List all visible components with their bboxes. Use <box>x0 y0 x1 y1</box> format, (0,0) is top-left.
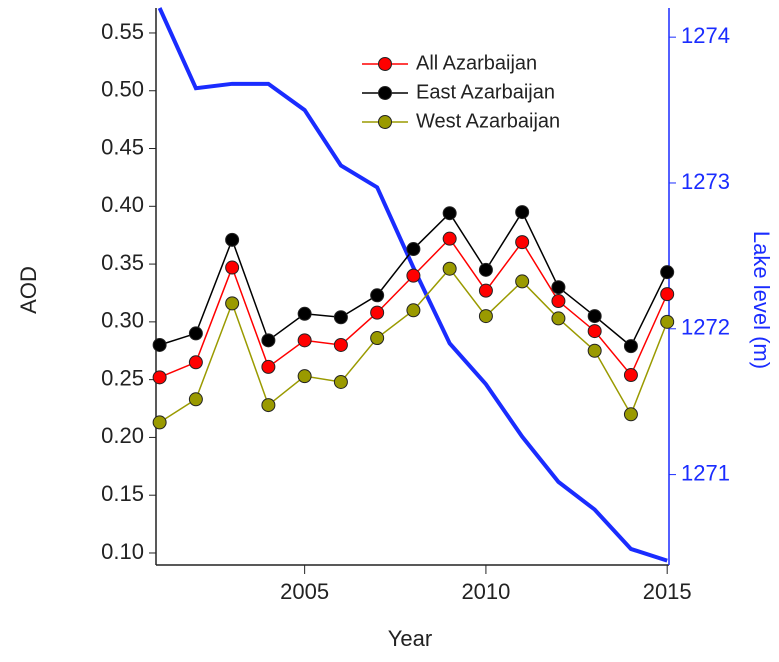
marker <box>406 268 421 283</box>
marker <box>225 296 240 311</box>
marker <box>370 331 385 346</box>
marker <box>225 260 240 275</box>
y-tick-label: 0.20 <box>101 423 144 448</box>
marker <box>225 232 240 247</box>
legend-label: West Azarbaijan <box>416 110 560 132</box>
y-tick-label: 0.40 <box>101 192 144 217</box>
y2-tick-label: 1273 <box>681 169 730 194</box>
marker <box>297 306 312 321</box>
marker <box>333 374 348 389</box>
marker <box>442 261 457 276</box>
y-tick-label: 0.25 <box>101 365 144 390</box>
marker <box>333 337 348 352</box>
marker <box>478 262 493 277</box>
marker <box>333 310 348 325</box>
y-tick-label: 0.50 <box>101 77 144 102</box>
marker <box>478 283 493 298</box>
y-tick-label: 0.30 <box>101 308 144 333</box>
marker <box>152 370 167 385</box>
y2-tick-label: 1272 <box>681 315 730 340</box>
marker <box>515 235 530 250</box>
marker <box>188 355 203 370</box>
x-axis-label: Year <box>388 626 432 651</box>
marker <box>442 206 457 221</box>
marker <box>515 205 530 220</box>
legend-label: East Azarbaijan <box>416 81 555 103</box>
marker <box>370 305 385 320</box>
marker <box>623 407 638 422</box>
marker <box>551 311 566 326</box>
y-axis-label: AOD <box>16 266 41 314</box>
x-tick-label: 2015 <box>643 579 692 604</box>
marker <box>551 280 566 295</box>
marker <box>587 309 602 324</box>
y2-tick-label: 1271 <box>681 460 730 485</box>
marker <box>152 337 167 352</box>
marker <box>515 274 530 289</box>
marker <box>587 324 602 339</box>
lake-level-line <box>157 7 668 563</box>
marker <box>623 339 638 354</box>
y-tick-label: 0.55 <box>101 19 144 44</box>
y2-tick-label: 1274 <box>681 23 730 48</box>
marker <box>478 309 493 324</box>
legend-label: All Azarbaijan <box>416 52 537 74</box>
marker <box>188 326 203 341</box>
marker <box>152 415 167 430</box>
y-tick-label: 0.45 <box>101 134 144 159</box>
legend-marker <box>378 57 392 71</box>
marker <box>370 288 385 303</box>
legend-marker <box>378 86 392 100</box>
marker <box>297 333 312 348</box>
marker <box>188 392 203 407</box>
marker <box>660 265 675 280</box>
marker <box>406 303 421 318</box>
marker <box>442 231 457 246</box>
marker <box>660 287 675 302</box>
x-tick-label: 2010 <box>461 579 510 604</box>
marker <box>551 294 566 309</box>
y2-axis-label: Lake level (m) <box>749 231 774 369</box>
marker <box>261 359 276 374</box>
marker <box>297 369 312 384</box>
y-tick-label: 0.35 <box>101 250 144 275</box>
y-tick-label: 0.10 <box>101 539 144 564</box>
marker <box>406 242 421 257</box>
marker <box>623 368 638 383</box>
marker <box>261 333 276 348</box>
y-tick-label: 0.15 <box>101 481 144 506</box>
marker <box>660 314 675 329</box>
legend-marker <box>378 115 392 129</box>
marker <box>587 343 602 358</box>
marker <box>261 398 276 413</box>
x-tick-label: 2005 <box>280 579 329 604</box>
